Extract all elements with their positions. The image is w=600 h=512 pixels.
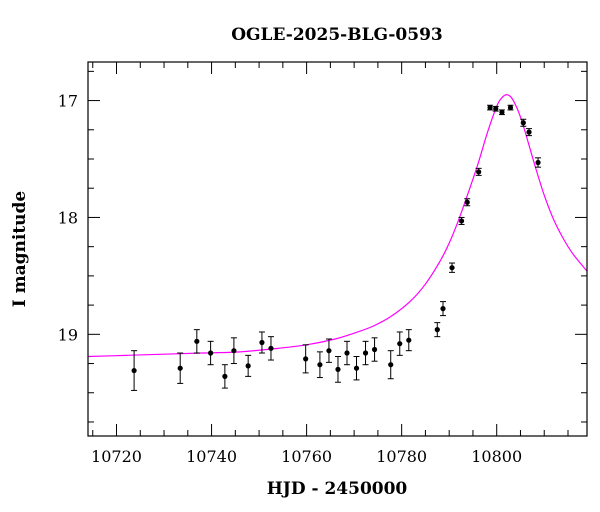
data-marker (499, 109, 505, 115)
data-marker (194, 338, 200, 344)
data-point (230, 337, 237, 365)
data-marker (458, 218, 465, 224)
data-point (221, 364, 228, 389)
data-point (498, 109, 505, 116)
data-point (526, 128, 533, 137)
data-point (475, 167, 482, 176)
data-marker (177, 365, 183, 371)
y-axis-label: I magnitude (10, 191, 30, 308)
data-point (487, 104, 494, 111)
data-point (267, 336, 274, 361)
data-points-layer (131, 104, 542, 391)
y-tick-label: 18 (58, 208, 78, 227)
x-tick-label: 10760 (281, 447, 332, 466)
data-point (371, 337, 378, 362)
data-marker (326, 348, 332, 354)
data-point (387, 350, 394, 380)
data-marker (434, 327, 440, 333)
x-tick-label: 10720 (91, 447, 142, 466)
data-point (449, 262, 456, 273)
data-point (325, 338, 332, 363)
data-marker (335, 366, 341, 372)
data-point (535, 157, 542, 168)
data-point (316, 351, 323, 379)
data-point (520, 118, 527, 127)
data-marker (362, 350, 369, 356)
y-tick-label: 17 (58, 92, 78, 111)
data-marker (231, 348, 237, 354)
data-point (434, 322, 441, 338)
data-marker (131, 367, 137, 374)
data-point (396, 331, 403, 356)
data-point (362, 340, 369, 366)
data-marker (535, 159, 541, 166)
data-marker (520, 120, 526, 126)
data-point (334, 356, 341, 383)
axis-ticks (88, 62, 587, 436)
data-marker (507, 104, 514, 111)
model-curve (88, 94, 587, 358)
x-tick-label: 10740 (186, 447, 237, 466)
data-point (302, 344, 309, 374)
data-marker (397, 341, 403, 347)
data-marker (388, 362, 394, 368)
data-point (458, 216, 465, 225)
data-marker (476, 169, 482, 175)
data-marker (449, 265, 455, 271)
data-marker (344, 350, 350, 356)
data-marker (222, 373, 228, 379)
data-point (507, 104, 514, 111)
data-marker (208, 350, 214, 356)
tick-labels: 10720 10740 10760 10780 10800 17 18 19 (58, 92, 523, 466)
data-marker (526, 129, 532, 135)
x-tick-label: 10800 (471, 447, 522, 466)
data-marker (259, 339, 265, 346)
chart-title: OGLE-2025-BLG-0593 (231, 25, 443, 45)
data-marker (317, 362, 323, 368)
data-point (344, 340, 351, 366)
x-axis-label: HJD - 2450000 (267, 479, 408, 499)
data-point (440, 301, 447, 317)
data-marker (353, 365, 360, 371)
data-point (464, 198, 471, 207)
data-marker (406, 337, 412, 343)
data-marker (303, 356, 309, 362)
data-point (177, 352, 184, 384)
data-point (245, 354, 252, 377)
data-point (258, 331, 265, 354)
plot-frame (87, 61, 588, 437)
data-point (131, 350, 138, 391)
data-point (492, 105, 499, 112)
model-curve-layer (88, 94, 587, 358)
data-marker (268, 345, 274, 351)
data-marker (440, 306, 446, 312)
data-marker (493, 106, 499, 112)
data-marker (487, 104, 493, 111)
data-point (193, 329, 200, 354)
data-marker (245, 363, 251, 369)
data-point (353, 356, 360, 381)
data-point (207, 340, 214, 366)
data-marker (464, 199, 470, 205)
data-point (405, 329, 412, 352)
y-tick-label: 19 (58, 325, 78, 344)
data-marker (371, 346, 378, 353)
x-tick-label: 10780 (376, 447, 427, 466)
